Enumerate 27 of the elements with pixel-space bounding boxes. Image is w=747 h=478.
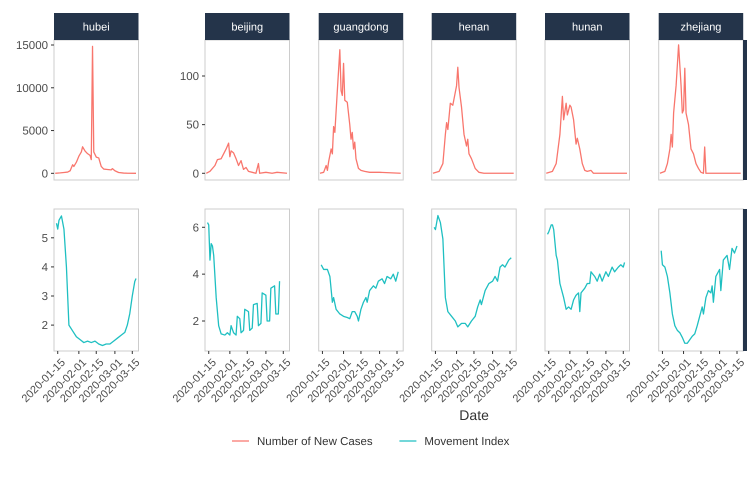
x-axis-title: Date <box>459 407 490 423</box>
y-tick-label: 5000 <box>22 126 48 138</box>
y-tick-label: 2 <box>192 316 199 328</box>
y-tick-label: 50 <box>186 120 199 132</box>
chart-title: henan <box>458 22 490 34</box>
y-tick-label: 4 <box>192 269 200 282</box>
chart-title: guangdong <box>333 22 388 34</box>
y-tick-label: 0 <box>192 168 199 180</box>
y-tick-label: 10000 <box>16 82 48 95</box>
y-tick-label: 2 <box>42 320 48 332</box>
line-series <box>56 215 137 346</box>
y-tick-label: 3 <box>42 291 48 304</box>
legend-label: Number of New Cases <box>257 436 373 448</box>
chart-title: beijing <box>231 22 264 34</box>
chart-title: hubei <box>82 22 110 34</box>
y-tick-label: 0 <box>42 168 48 180</box>
y-tick-label: 4 <box>42 262 49 274</box>
line-series <box>206 142 288 174</box>
line-series <box>206 222 280 336</box>
legend-label: Movement Index <box>424 436 510 448</box>
line-series <box>54 46 137 174</box>
y-tick-label: 100 <box>180 70 199 83</box>
y-tick-label: 5 <box>42 232 48 245</box>
chart-title: zhejiang <box>680 22 722 34</box>
chart-title: hunan <box>572 22 603 34</box>
y-tick-label: 6 <box>192 222 199 234</box>
y-tick-label: 15000 <box>16 40 48 52</box>
